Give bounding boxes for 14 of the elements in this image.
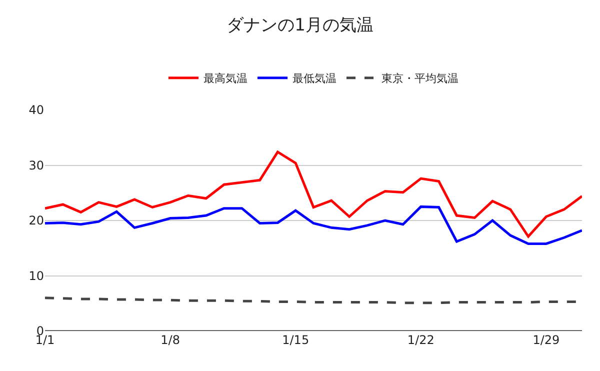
chart-title: ダナンの1月の気温 [226,15,374,36]
legend-label: 最低気温 [292,72,336,86]
line-series [45,205,582,245]
legend-label: 東京・平均気温 [382,72,458,86]
x-tick-label: 1/15 [282,333,310,347]
x-tick-label: 1/29 [532,333,560,347]
line-series [45,150,582,238]
y-tick-label: 40 [28,103,44,118]
y-tick-label: 20 [28,214,44,228]
y-tick-label: 10 [28,268,44,283]
x-tick-label: 1/8 [160,333,180,347]
legend-label: 最高気温 [204,72,248,86]
x-tick-label: 1/22 [407,333,434,347]
y-tick-label: 30 [28,158,44,172]
